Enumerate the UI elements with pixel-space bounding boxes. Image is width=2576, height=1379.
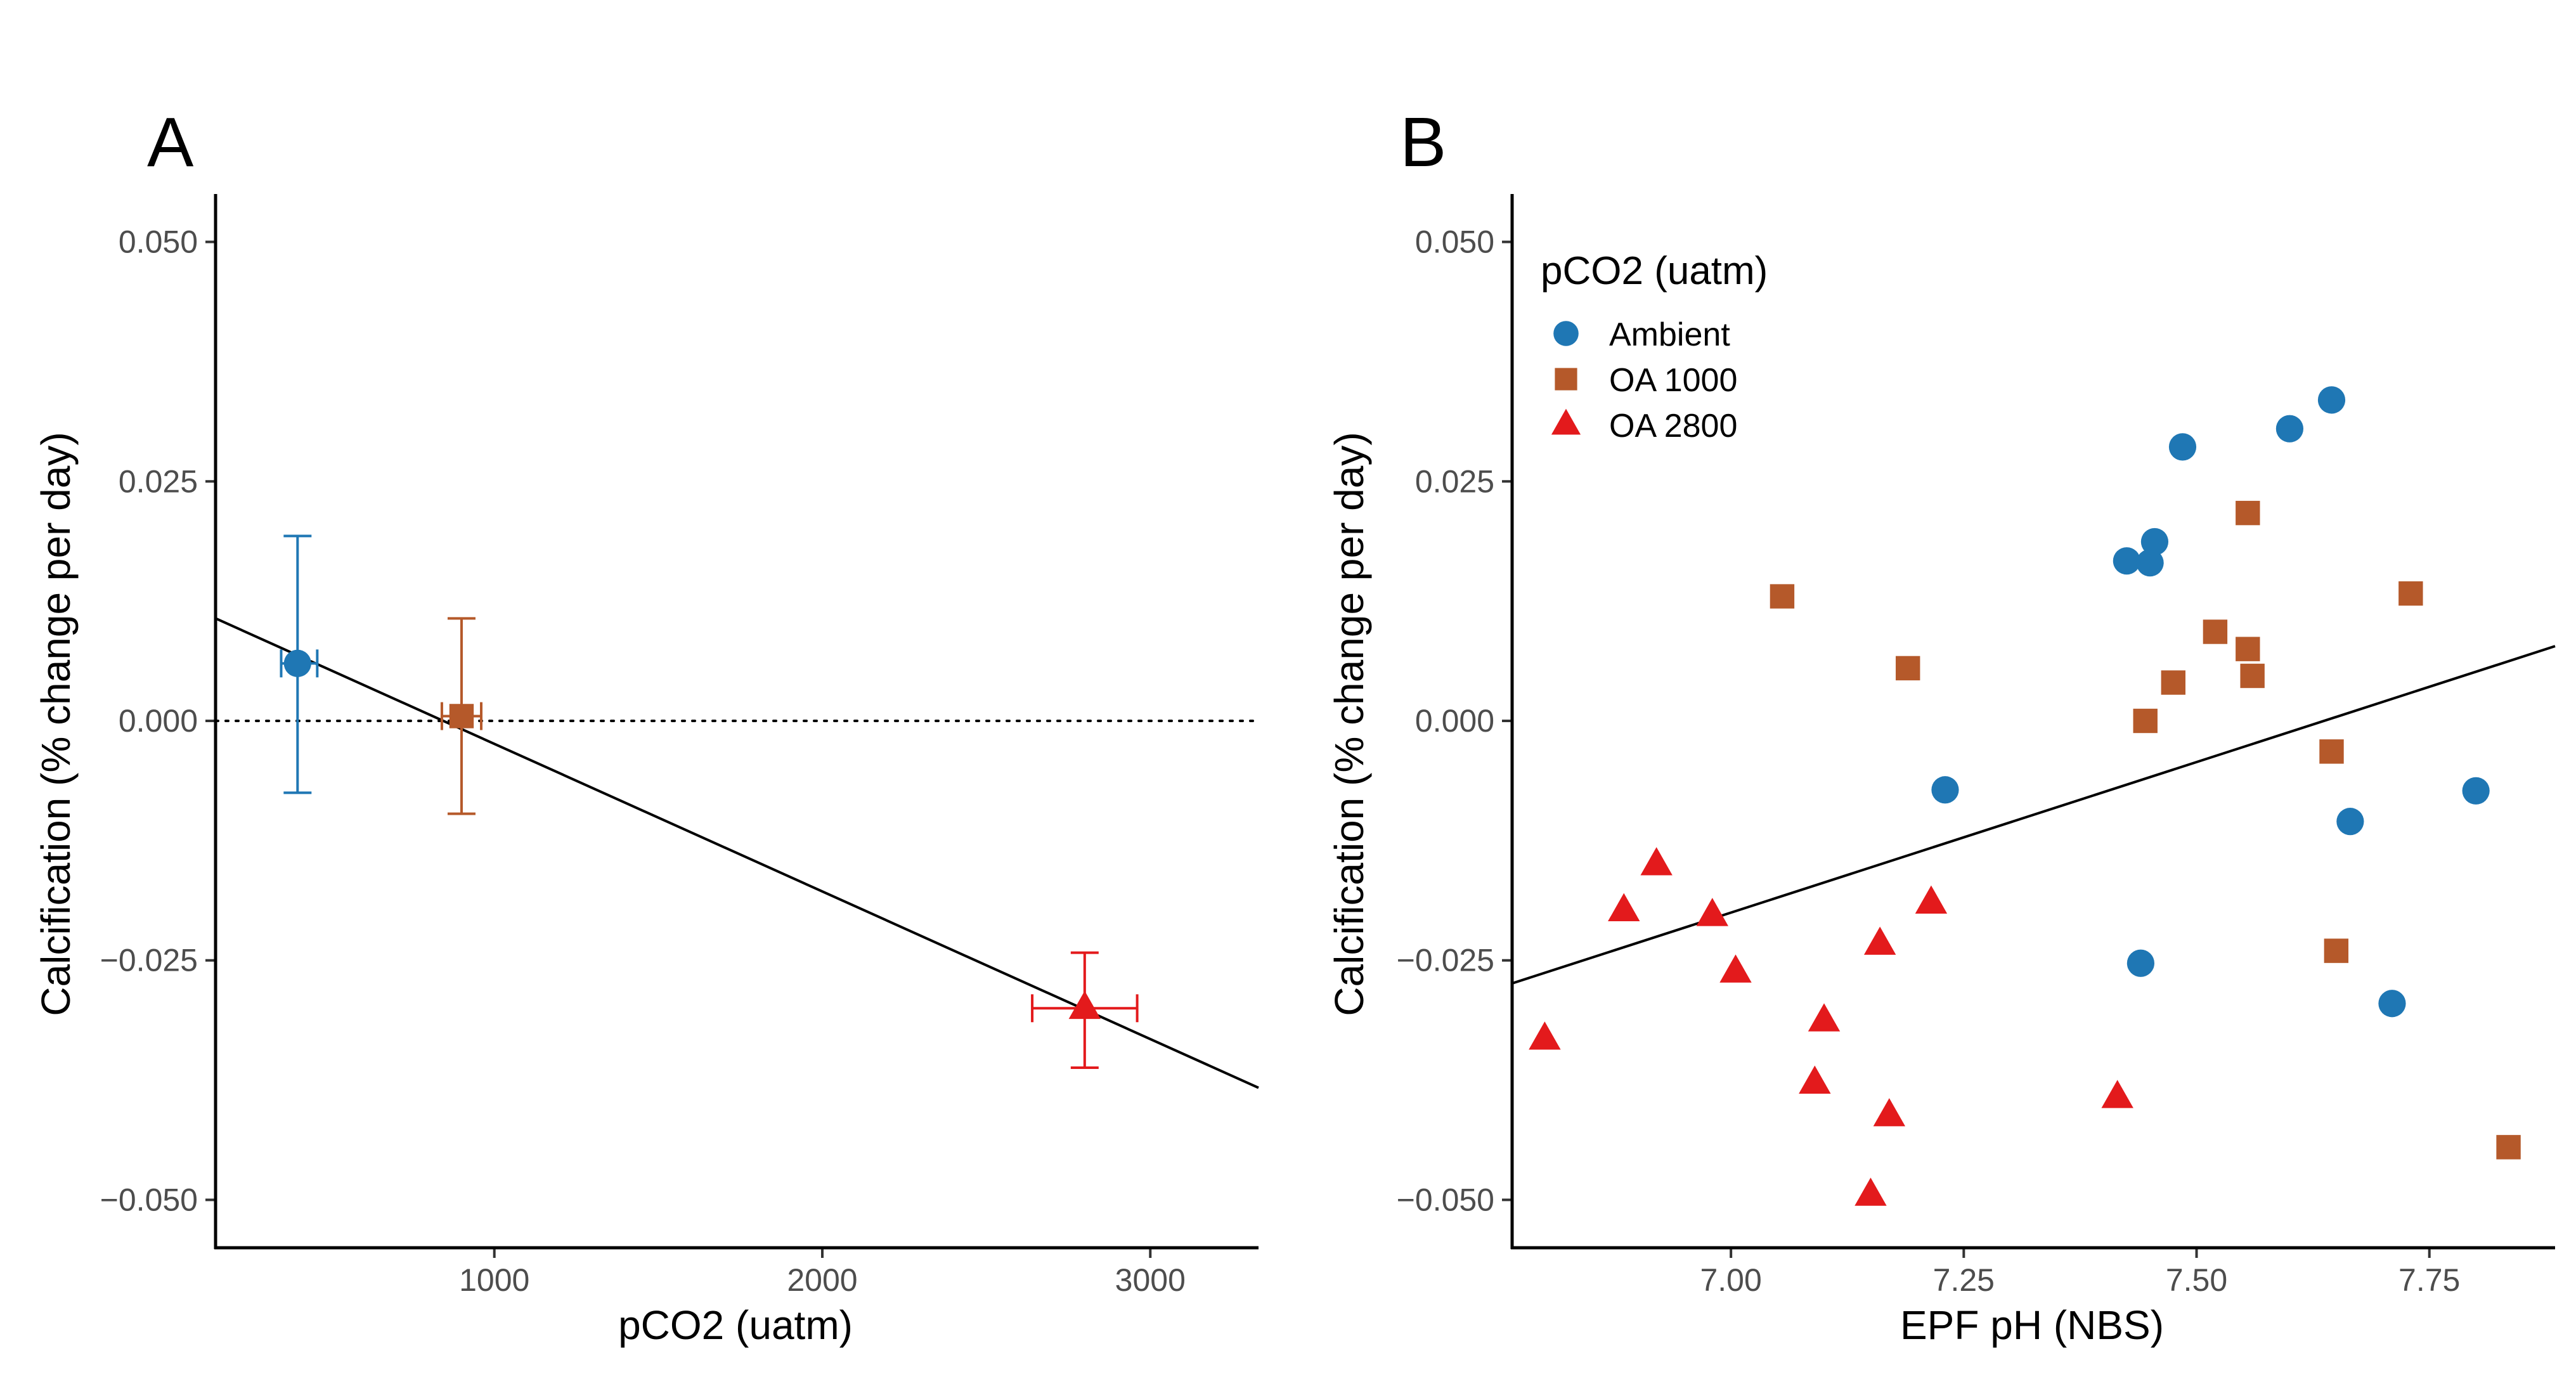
legend-oa-2800-marker (1551, 408, 1581, 435)
legend-ambient-label: Ambient (1609, 316, 1730, 353)
oa-1000-point (2203, 619, 2228, 644)
oa-1000-point (2319, 739, 2344, 764)
y-tick-label: −0.050 (1397, 1182, 1494, 1217)
ambient-point (2378, 990, 2406, 1018)
legend-oa-1000-label: OA 1000 (1609, 362, 1737, 399)
y-tick-label: −0.050 (100, 1182, 198, 1217)
oa-1000-point (2398, 581, 2423, 606)
panel-b-ticks: −0.050 −0.025 0.000 0.025 0.050 7.00 7.25 7.50 7… (1397, 224, 2461, 1298)
legend: pCO2 (uatm) Ambient OA 1000 OA 2800 (1541, 249, 1768, 444)
panel-a-x-axis-title: pCO2 (uatm) (618, 1302, 853, 1348)
oa-1000-point (1896, 656, 1920, 681)
oa-2800-point (1873, 1097, 1906, 1127)
y-tick-label: 0.025 (119, 463, 198, 499)
oa-2800-point (1799, 1065, 1831, 1094)
ambient-point (2126, 949, 2155, 977)
oa-2800-point (1808, 1003, 1841, 1032)
y-tick-label: 0.050 (119, 224, 198, 260)
oa-1000-point (2133, 708, 2158, 734)
y-tick-label: 0.025 (1415, 463, 1494, 499)
oa-1000-point (1770, 584, 1795, 609)
ambient-point (2336, 808, 2364, 836)
panel-b-lines (1511, 645, 2556, 985)
y-tick-label: −0.025 (1397, 943, 1494, 978)
ambient-point (2136, 549, 2164, 577)
y-tick-label: −0.025 (100, 943, 198, 978)
panel-a-axes (214, 194, 1259, 1250)
legend-oa-1000-marker (1555, 368, 1577, 391)
panel-a-ticks: −0.050 −0.025 0.000 0.025 0.050 1000 2000 3000 (100, 224, 1186, 1298)
legend-items: Ambient OA 1000 OA 2800 (1551, 316, 1737, 444)
regression-line (1511, 645, 2556, 985)
x-tick-label: 7.50 (2166, 1262, 2227, 1298)
oa-2800-point (1068, 990, 1101, 1020)
ambient-point (2140, 528, 2169, 556)
panel-a-label: A (147, 103, 194, 181)
oa-2800-point (1696, 898, 1728, 926)
ambient-point (283, 649, 311, 677)
oa-2800-point (1719, 954, 1752, 983)
oa-1000-point (449, 704, 474, 728)
oa-2800-point (1915, 885, 1948, 914)
ambient-point (2275, 415, 2304, 443)
x-tick-label: 1000 (459, 1262, 529, 1298)
oa-2800-point (1640, 847, 1673, 876)
oa-1000-point (2496, 1135, 2521, 1160)
oa-1000-point (2240, 663, 2265, 689)
y-tick-label: 0.000 (1415, 703, 1494, 739)
y-tick-label: 0.050 (1415, 224, 1494, 260)
panel-b-y-axis-title: Calcification (% change per day) (1326, 432, 1372, 1016)
ambient-point (2168, 433, 2197, 461)
oa-2800-point (1863, 926, 1896, 955)
y-tick-label: 0.000 (119, 703, 198, 739)
x-tick-label: 7.25 (1933, 1262, 1995, 1298)
panel-b-axes (1510, 194, 2555, 1250)
oa-2800-point (1854, 1177, 1887, 1206)
legend-item-ambient: Ambient (1553, 316, 1730, 353)
oa-1000-point (2236, 500, 2260, 526)
oa-2800-point (1529, 1021, 1561, 1050)
x-tick-label: 7.75 (2398, 1262, 2460, 1298)
legend-item-oa-2800: OA 2800 (1551, 408, 1737, 444)
x-tick-label: 7.00 (1700, 1262, 1761, 1298)
legend-title: pCO2 (uatm) (1541, 249, 1768, 293)
panel-a-marks (280, 534, 1139, 1069)
ambient-point (2462, 777, 2490, 805)
legend-ambient-marker (1553, 321, 1579, 346)
panel-a: A Calcification (% change per day) pCO2 … (33, 103, 1260, 1348)
legend-oa-2800-label: OA 2800 (1609, 408, 1737, 444)
oa-1000-point (2236, 637, 2260, 661)
oa-2800-point (1608, 893, 1640, 922)
x-tick-label: 3000 (1115, 1262, 1186, 1298)
legend-item-oa-1000: OA 1000 (1555, 362, 1737, 399)
ambient-point (2113, 547, 2140, 575)
panel-b-marks (1529, 386, 2521, 1206)
oa-1000-point (2161, 670, 2186, 695)
oa-1000-point (2324, 938, 2349, 963)
oa-2800-point (2101, 1080, 2133, 1108)
panel-a-y-axis-title: Calcification (% change per day) (33, 432, 79, 1016)
ambient-point (1931, 776, 1959, 804)
panel-b-label: B (1400, 103, 1446, 181)
panel-b-x-axis-title: EPF pH (NBS) (1900, 1302, 2164, 1348)
ambient-point (2317, 386, 2346, 414)
panel-b: B Calcification (% change per day) EPF p… (1326, 103, 2556, 1348)
x-tick-label: 2000 (787, 1262, 857, 1298)
